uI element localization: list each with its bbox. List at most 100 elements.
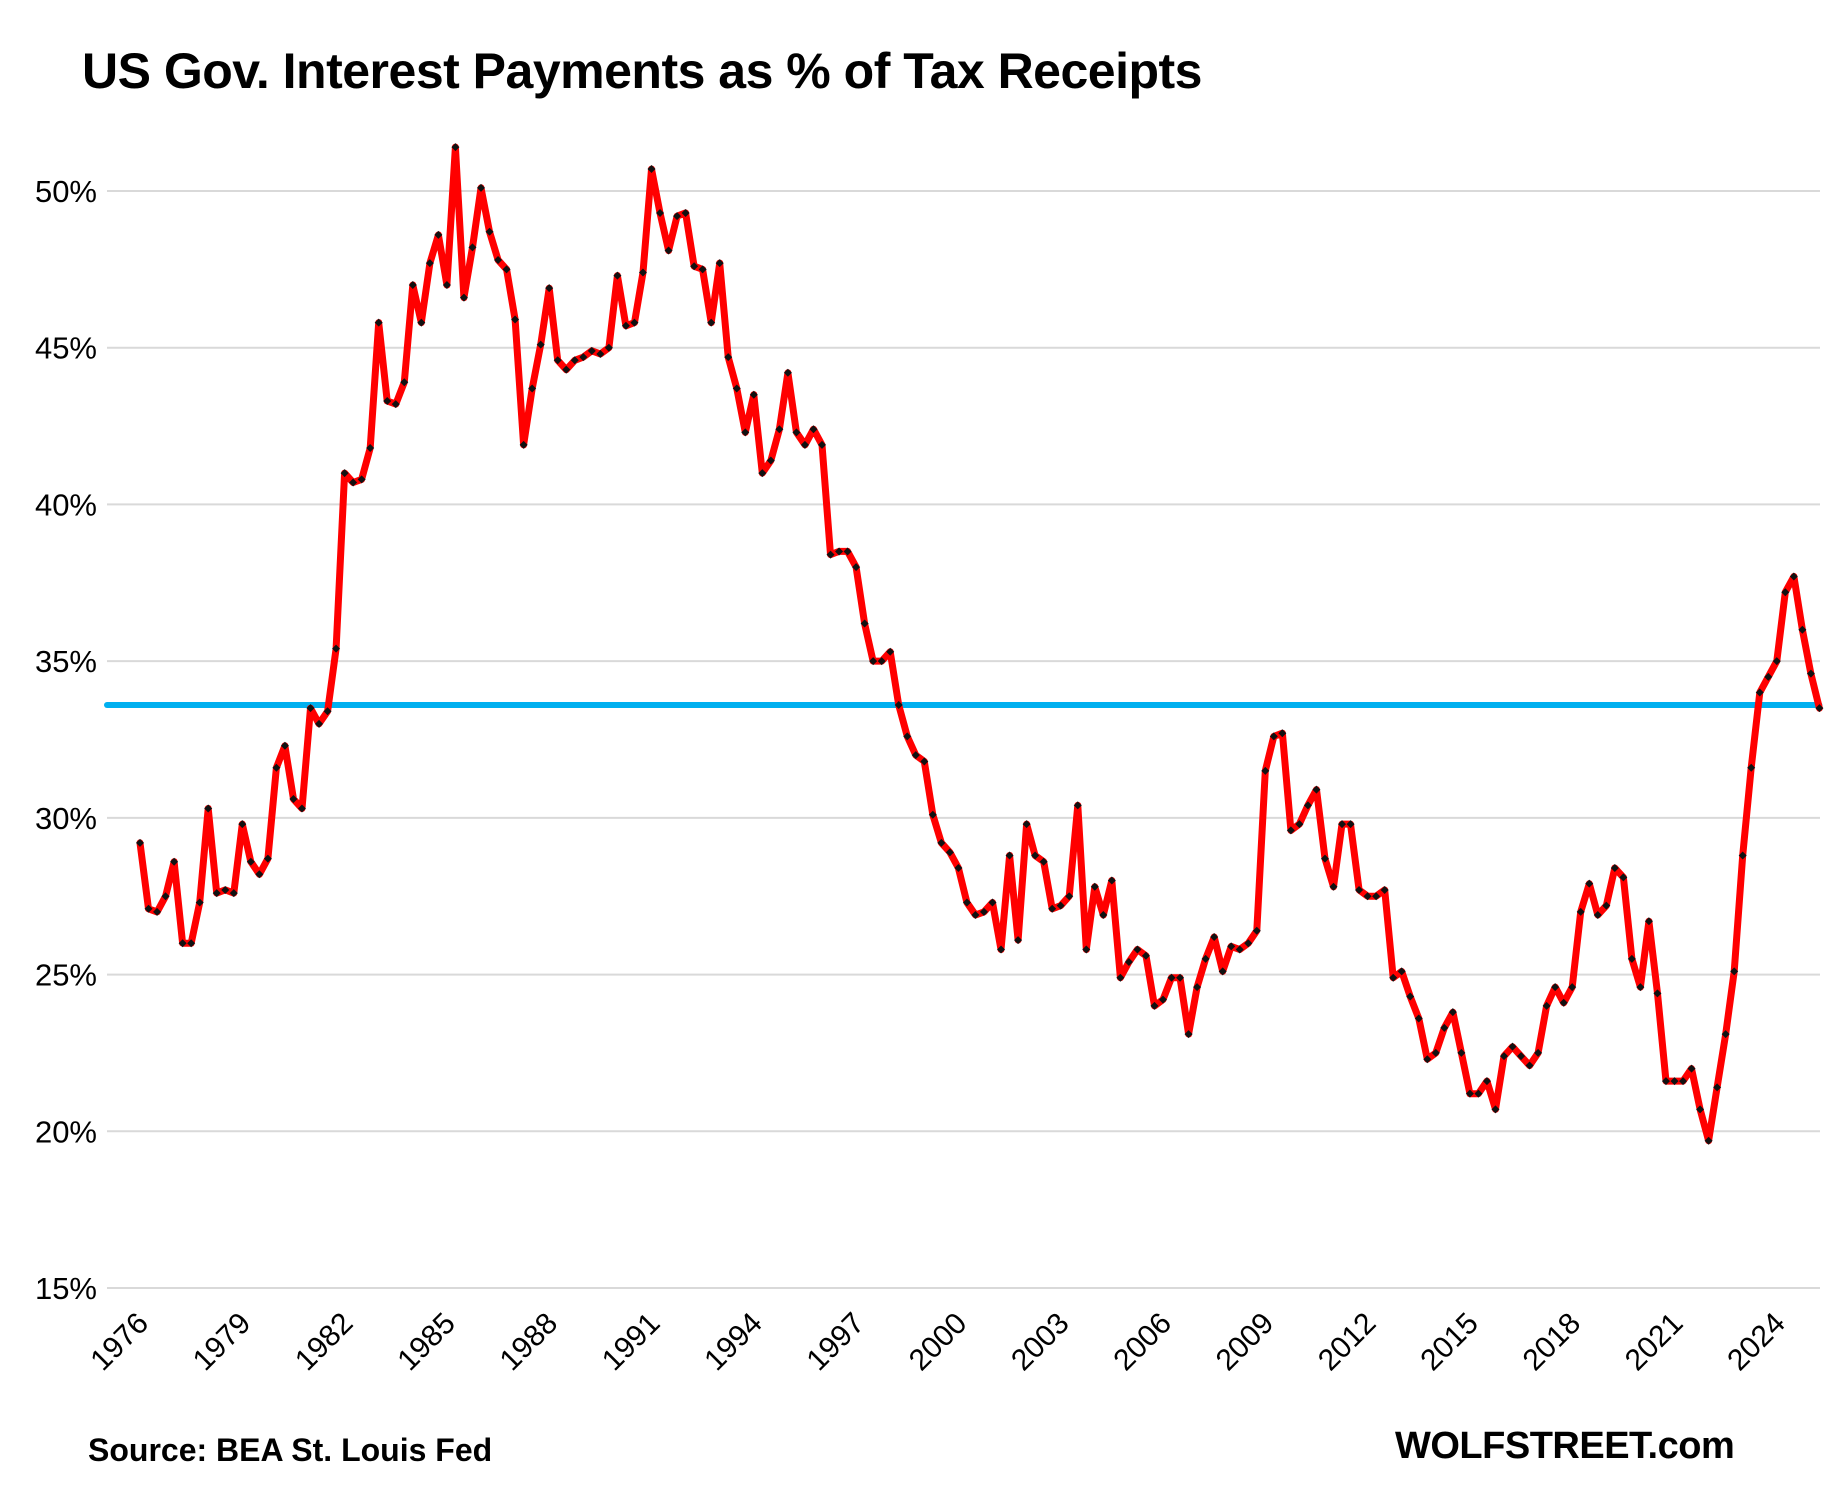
data-point	[1627, 954, 1636, 963]
data-point	[835, 547, 844, 556]
data-point	[1465, 1089, 1474, 1098]
data-point	[1491, 1105, 1500, 1114]
data-point	[1789, 572, 1798, 581]
series-line	[136, 143, 1823, 1145]
data-point	[366, 444, 375, 453]
y-tick-label: 15%	[35, 1271, 97, 1306]
data-point	[732, 384, 741, 393]
data-point	[673, 212, 682, 221]
data-point	[1201, 954, 1210, 963]
data-point	[1747, 763, 1756, 772]
data-point	[468, 243, 477, 252]
data-point	[545, 284, 554, 293]
data-point	[297, 804, 306, 813]
data-point	[1380, 885, 1389, 894]
data-point	[1261, 766, 1270, 775]
data-point	[178, 939, 187, 948]
y-tick-label: 45%	[35, 331, 97, 366]
data-point	[434, 230, 443, 239]
data-point	[1661, 1077, 1670, 1086]
data-point	[869, 657, 878, 666]
data-point	[289, 795, 298, 804]
data-point	[1534, 1048, 1543, 1057]
data-point	[962, 898, 971, 907]
data-point	[374, 318, 383, 327]
data-point	[238, 820, 247, 829]
data-point	[656, 208, 665, 217]
y-tick-label: 25%	[35, 958, 97, 993]
data-point	[1423, 1055, 1432, 1064]
data-point	[170, 857, 179, 866]
data-point	[1235, 945, 1244, 954]
x-tick-label: 1985	[391, 1307, 462, 1378]
y-tick-label: 50%	[35, 174, 97, 209]
data-point	[997, 945, 1006, 954]
data-point	[1303, 801, 1312, 810]
data-point	[272, 763, 281, 772]
data-point	[1244, 939, 1253, 948]
data-point	[1704, 1136, 1713, 1145]
data-point	[954, 864, 963, 873]
data-point	[1670, 1077, 1679, 1086]
data-point	[1073, 801, 1082, 810]
data-point	[707, 318, 716, 327]
x-tick-label: 2018	[1517, 1307, 1588, 1378]
y-tick-label: 35%	[35, 644, 97, 679]
data-point	[587, 346, 596, 355]
data-point	[1755, 688, 1764, 697]
data-point	[1252, 926, 1261, 935]
x-tick-label: 2003	[1005, 1307, 1076, 1378]
data-point	[1457, 1048, 1466, 1057]
data-point	[621, 321, 630, 330]
data-point	[459, 293, 468, 302]
data-point	[1150, 1001, 1159, 1010]
x-tick-label: 1976	[84, 1307, 155, 1378]
data-point	[562, 365, 571, 374]
data-point	[511, 315, 520, 324]
y-axis-tick-labels: 15% 20% 25% 30% 35% 40% 45% 50%	[35, 174, 97, 1306]
gridlines	[107, 190, 1820, 1289]
data-point	[153, 907, 162, 916]
data-point	[315, 719, 324, 728]
data-point	[1798, 625, 1807, 634]
data-point	[1355, 885, 1364, 894]
data-point	[1116, 973, 1125, 982]
data-point	[690, 262, 699, 271]
data-point	[1542, 1001, 1551, 1010]
x-tick-label: 1982	[289, 1307, 360, 1378]
data-point	[852, 563, 861, 572]
data-point	[809, 425, 818, 434]
data-point	[1644, 917, 1653, 926]
data-point	[477, 183, 485, 192]
y-tick-label: 40%	[35, 487, 97, 522]
data-point	[843, 547, 852, 556]
data-point	[1329, 882, 1338, 891]
data-point	[1619, 873, 1628, 882]
data-point	[1320, 854, 1329, 863]
data-point	[417, 318, 426, 327]
data-point	[988, 898, 997, 907]
data-point	[1482, 1077, 1491, 1086]
data-point	[255, 870, 264, 879]
data-point	[1159, 995, 1167, 1004]
data-point	[1474, 1089, 1483, 1098]
x-tick-label: 2015	[1414, 1307, 1485, 1378]
data-point	[715, 259, 724, 268]
data-point	[1286, 826, 1295, 835]
data-point	[1764, 672, 1773, 681]
data-point	[1167, 973, 1176, 982]
data-point	[1338, 820, 1347, 829]
data-point	[1397, 967, 1406, 976]
data-point	[400, 378, 409, 387]
data-point	[1090, 882, 1099, 891]
data-point	[886, 647, 895, 656]
data-point	[212, 889, 221, 898]
data-point	[425, 259, 434, 268]
data-point	[1610, 864, 1619, 873]
data-point	[195, 898, 204, 907]
data-point	[698, 265, 707, 274]
data-point	[528, 384, 537, 393]
data-point	[1636, 983, 1645, 992]
data-point	[758, 469, 767, 478]
